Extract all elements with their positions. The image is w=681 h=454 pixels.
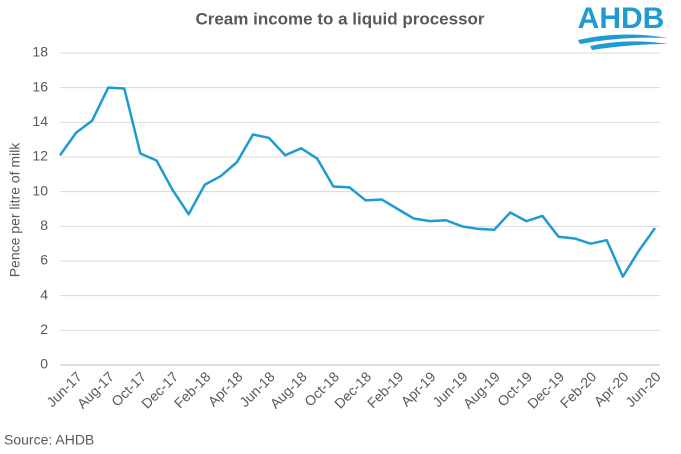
source: Source: AHDB: [4, 432, 94, 448]
y-tick-label: 18: [32, 44, 48, 60]
chart-title: Cream income to a liquid processor: [195, 9, 484, 28]
y-tick-label: 8: [40, 217, 48, 233]
x-tick-label: Aug-19: [460, 368, 503, 411]
y-tick-label: 10: [32, 182, 48, 198]
x-tick-label: Aug-17: [74, 368, 117, 411]
y-tick-label: 14: [32, 113, 48, 129]
y-tick-label: 16: [32, 78, 48, 94]
y-axis-label: Pence per litre of milk: [7, 142, 23, 278]
logo-text: AHDB: [578, 2, 665, 35]
y-tick-label: 0: [40, 356, 48, 372]
y-tick-label: 6: [40, 252, 48, 268]
y-tick-label: 4: [40, 286, 48, 302]
x-tick-label: Feb-18: [171, 368, 214, 411]
logo: AHDB: [578, 2, 668, 50]
x-tick-label: Jun-20: [622, 368, 664, 410]
y-tick-label: 2: [40, 321, 48, 337]
logo-swoosh: [590, 41, 668, 50]
line-series: [58, 86, 657, 278]
x-tick-label: Aug-18: [267, 368, 310, 411]
logo-swoosh: [578, 34, 668, 44]
x-tick-label: Feb-20: [557, 368, 600, 411]
x-tick-label: Feb-19: [364, 368, 407, 411]
y-tick-label: 12: [32, 148, 48, 164]
